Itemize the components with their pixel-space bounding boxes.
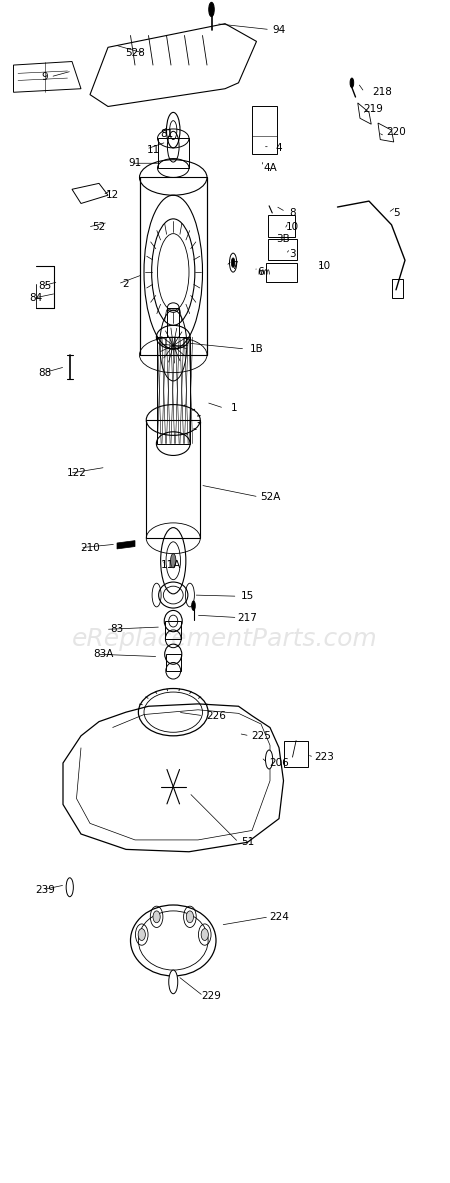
Text: 224: 224	[269, 912, 289, 922]
Text: 3B: 3B	[277, 234, 290, 244]
Text: 81: 81	[160, 129, 173, 138]
Bar	[165, 621, 181, 639]
Bar	[167, 308, 179, 337]
Ellipse shape	[153, 911, 160, 923]
Text: 94: 94	[272, 25, 286, 34]
Text: 4A: 4A	[263, 163, 277, 173]
Text: 6: 6	[258, 267, 264, 277]
Bar	[252, 106, 277, 154]
Circle shape	[266, 750, 273, 769]
Bar	[266, 263, 297, 282]
Text: eReplacementParts.com: eReplacementParts.com	[72, 627, 378, 651]
Circle shape	[230, 253, 237, 272]
Text: 52A: 52A	[260, 492, 280, 502]
Text: 1: 1	[231, 403, 237, 413]
Polygon shape	[358, 103, 371, 124]
Text: 528: 528	[125, 49, 145, 58]
Bar	[284, 741, 308, 767]
Polygon shape	[378, 123, 394, 142]
Bar	[157, 337, 190, 444]
Text: 223: 223	[314, 752, 334, 762]
Bar	[140, 177, 207, 355]
Bar	[158, 138, 189, 168]
Text: 85: 85	[38, 282, 52, 291]
Text: 5: 5	[393, 208, 399, 218]
Text: 2: 2	[123, 279, 129, 289]
Ellipse shape	[186, 911, 194, 923]
Text: 229: 229	[202, 991, 221, 1001]
Text: 218: 218	[373, 88, 392, 97]
Bar	[392, 279, 403, 298]
Text: 11: 11	[146, 146, 160, 155]
Text: 51: 51	[241, 838, 254, 847]
Text: 206: 206	[269, 758, 289, 768]
Text: 1B: 1B	[250, 344, 263, 354]
Text: 83: 83	[110, 625, 124, 634]
Text: 15: 15	[241, 592, 254, 601]
Text: 88: 88	[38, 368, 52, 377]
Text: 12: 12	[106, 190, 119, 200]
Text: 239: 239	[35, 885, 55, 894]
Text: 83A: 83A	[93, 649, 114, 659]
Text: 91: 91	[128, 159, 142, 168]
Circle shape	[350, 78, 354, 88]
Bar	[268, 215, 295, 237]
Text: 84: 84	[29, 293, 43, 303]
Text: 122: 122	[67, 468, 86, 478]
Bar	[146, 420, 200, 538]
Text: 220: 220	[386, 128, 406, 137]
Ellipse shape	[201, 929, 208, 940]
Polygon shape	[90, 24, 256, 106]
Polygon shape	[14, 62, 81, 92]
Bar	[268, 239, 297, 260]
Circle shape	[169, 970, 178, 994]
Circle shape	[209, 2, 214, 17]
Text: 226: 226	[206, 711, 226, 720]
Text: 10: 10	[317, 261, 331, 271]
Text: 11A: 11A	[161, 561, 181, 570]
Polygon shape	[72, 183, 108, 203]
Text: 52: 52	[92, 222, 106, 232]
Circle shape	[192, 601, 195, 610]
Text: 210: 210	[80, 543, 100, 552]
Text: 219: 219	[364, 104, 383, 114]
Text: 3: 3	[289, 250, 296, 259]
Text: 225: 225	[251, 731, 271, 741]
Circle shape	[66, 878, 73, 897]
Text: 10: 10	[286, 222, 299, 232]
Circle shape	[231, 258, 235, 267]
Polygon shape	[63, 704, 284, 852]
Ellipse shape	[138, 929, 145, 940]
Circle shape	[171, 554, 176, 568]
Text: 4: 4	[276, 143, 282, 153]
Text: 8: 8	[289, 208, 296, 218]
Text: 7: 7	[231, 261, 237, 271]
Text: 217: 217	[238, 613, 257, 622]
Text: 9: 9	[42, 72, 48, 82]
Bar	[166, 654, 181, 671]
Polygon shape	[117, 541, 135, 549]
